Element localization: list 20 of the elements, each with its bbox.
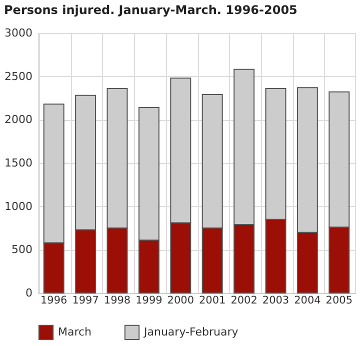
x-tick-label: 2000 [167,294,194,306]
x-tick-label: 1999 [136,294,162,306]
chart-title: Persons injured. January-March. 1996-2005 [4,3,298,17]
x-tick-label: 2002 [230,294,258,306]
y-tick-label: 2000 [4,113,32,126]
y-tick-label: 1000 [4,200,32,213]
x-tick-label: 2003 [262,294,290,306]
x-tick-label: 2005 [326,294,353,306]
y-tick-label: 2500 [4,70,32,83]
x-tick-label: 2004 [294,294,322,306]
legend-label: March [58,325,92,338]
y-tick-label: 500 [12,243,32,256]
y-tick-label: 3000 [4,26,32,40]
legend-label: January-February [143,325,239,338]
x-tick-label: 2001 [198,294,226,306]
y-tick-label: 0 [26,286,32,300]
x-tick-label: 1996 [40,294,68,306]
x-tick-label: 1998 [104,294,131,306]
y-tick-label: 1500 [4,156,32,170]
x-tick-label: 1997 [72,294,99,306]
